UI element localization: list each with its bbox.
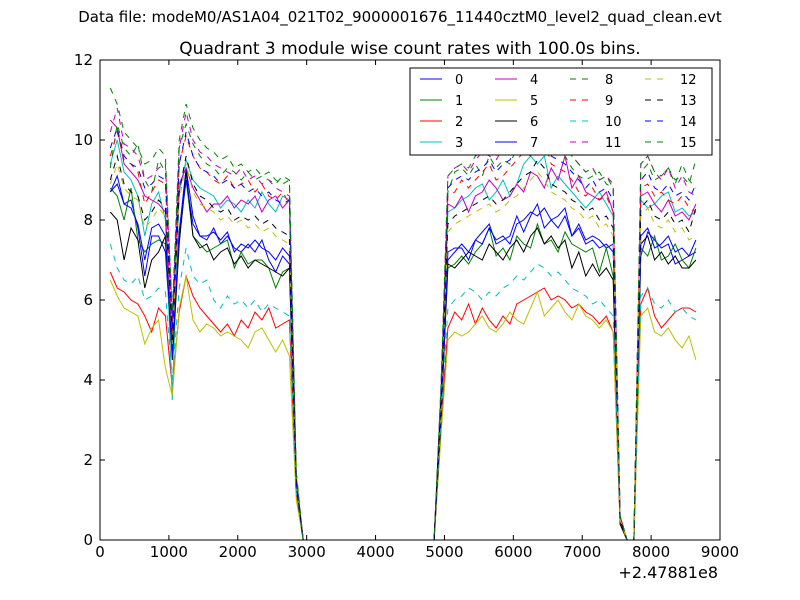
legend-label-8: 8 — [605, 73, 613, 88]
x-tick-label: 7000 — [563, 543, 601, 561]
y-tick-label: 4 — [83, 371, 93, 389]
x-tick-label: 2000 — [219, 543, 257, 561]
legend-label-9: 9 — [605, 94, 613, 109]
x-tick-label: 0 — [95, 543, 105, 561]
plot-frame — [99, 59, 721, 541]
series-line-7 — [109, 179, 697, 541]
y-tick-label: 6 — [83, 291, 93, 309]
series-line-8 — [109, 114, 697, 541]
x-offset-label: +2.47881e8 — [618, 563, 718, 582]
series-line-1 — [109, 179, 697, 541]
legend-label-14: 14 — [680, 115, 697, 130]
series-line-10 — [109, 243, 697, 541]
legend-label-7: 7 — [530, 136, 538, 151]
series-line-5 — [109, 275, 697, 541]
legend-label-0: 0 — [455, 73, 463, 88]
legend-label-1: 1 — [455, 94, 463, 109]
x-tick-label: 4000 — [356, 543, 394, 561]
y-tick-label: 8 — [83, 211, 93, 229]
axes-layer: 0 1000 2000 3000 4000 5000 6000 7000 8000 9000 0 2 4… — [74, 51, 739, 561]
figure-suptitle: Data file: modeM0/AS1A04_021T02_90000016… — [78, 8, 722, 26]
x-tick-label: 6000 — [494, 543, 532, 561]
series-line-0 — [109, 167, 697, 541]
legend-label-10: 10 — [605, 115, 622, 130]
legend-label-4: 4 — [530, 73, 538, 88]
x-tick-label: 3000 — [288, 543, 326, 561]
legend-label-6: 6 — [530, 115, 538, 130]
x-tick-label: 1000 — [150, 543, 188, 561]
series-line-4 — [109, 119, 697, 541]
series-line-2 — [109, 271, 697, 541]
series-line-11 — [109, 86, 697, 541]
x-tick-label: 5000 — [425, 543, 463, 561]
series-line-12 — [109, 162, 697, 541]
y-tick-label: 0 — [83, 531, 93, 549]
legend-label-11: 11 — [605, 136, 622, 151]
series-line-15 — [109, 87, 697, 541]
series-line-13 — [109, 154, 697, 541]
legend-label-2: 2 — [455, 115, 463, 130]
x-tick-label: 8000 — [632, 543, 670, 561]
y-tick-label: 10 — [74, 131, 93, 149]
series-layer — [109, 86, 697, 541]
x-tick-label: 9000 — [701, 543, 739, 561]
series-line-9 — [109, 130, 697, 541]
legend-label-13: 13 — [680, 94, 697, 109]
legend-label-15: 15 — [680, 136, 697, 151]
chart-title: Quadrant 3 module wise count rates with … — [179, 39, 640, 59]
y-tick-label: 2 — [83, 451, 93, 469]
legend-box — [409, 67, 713, 156]
legend-label-5: 5 — [530, 94, 538, 109]
series-line-6 — [109, 171, 697, 541]
legend-label-12: 12 — [680, 73, 697, 88]
legend-label-3: 3 — [455, 136, 463, 151]
y-tick-label: 12 — [74, 51, 93, 69]
